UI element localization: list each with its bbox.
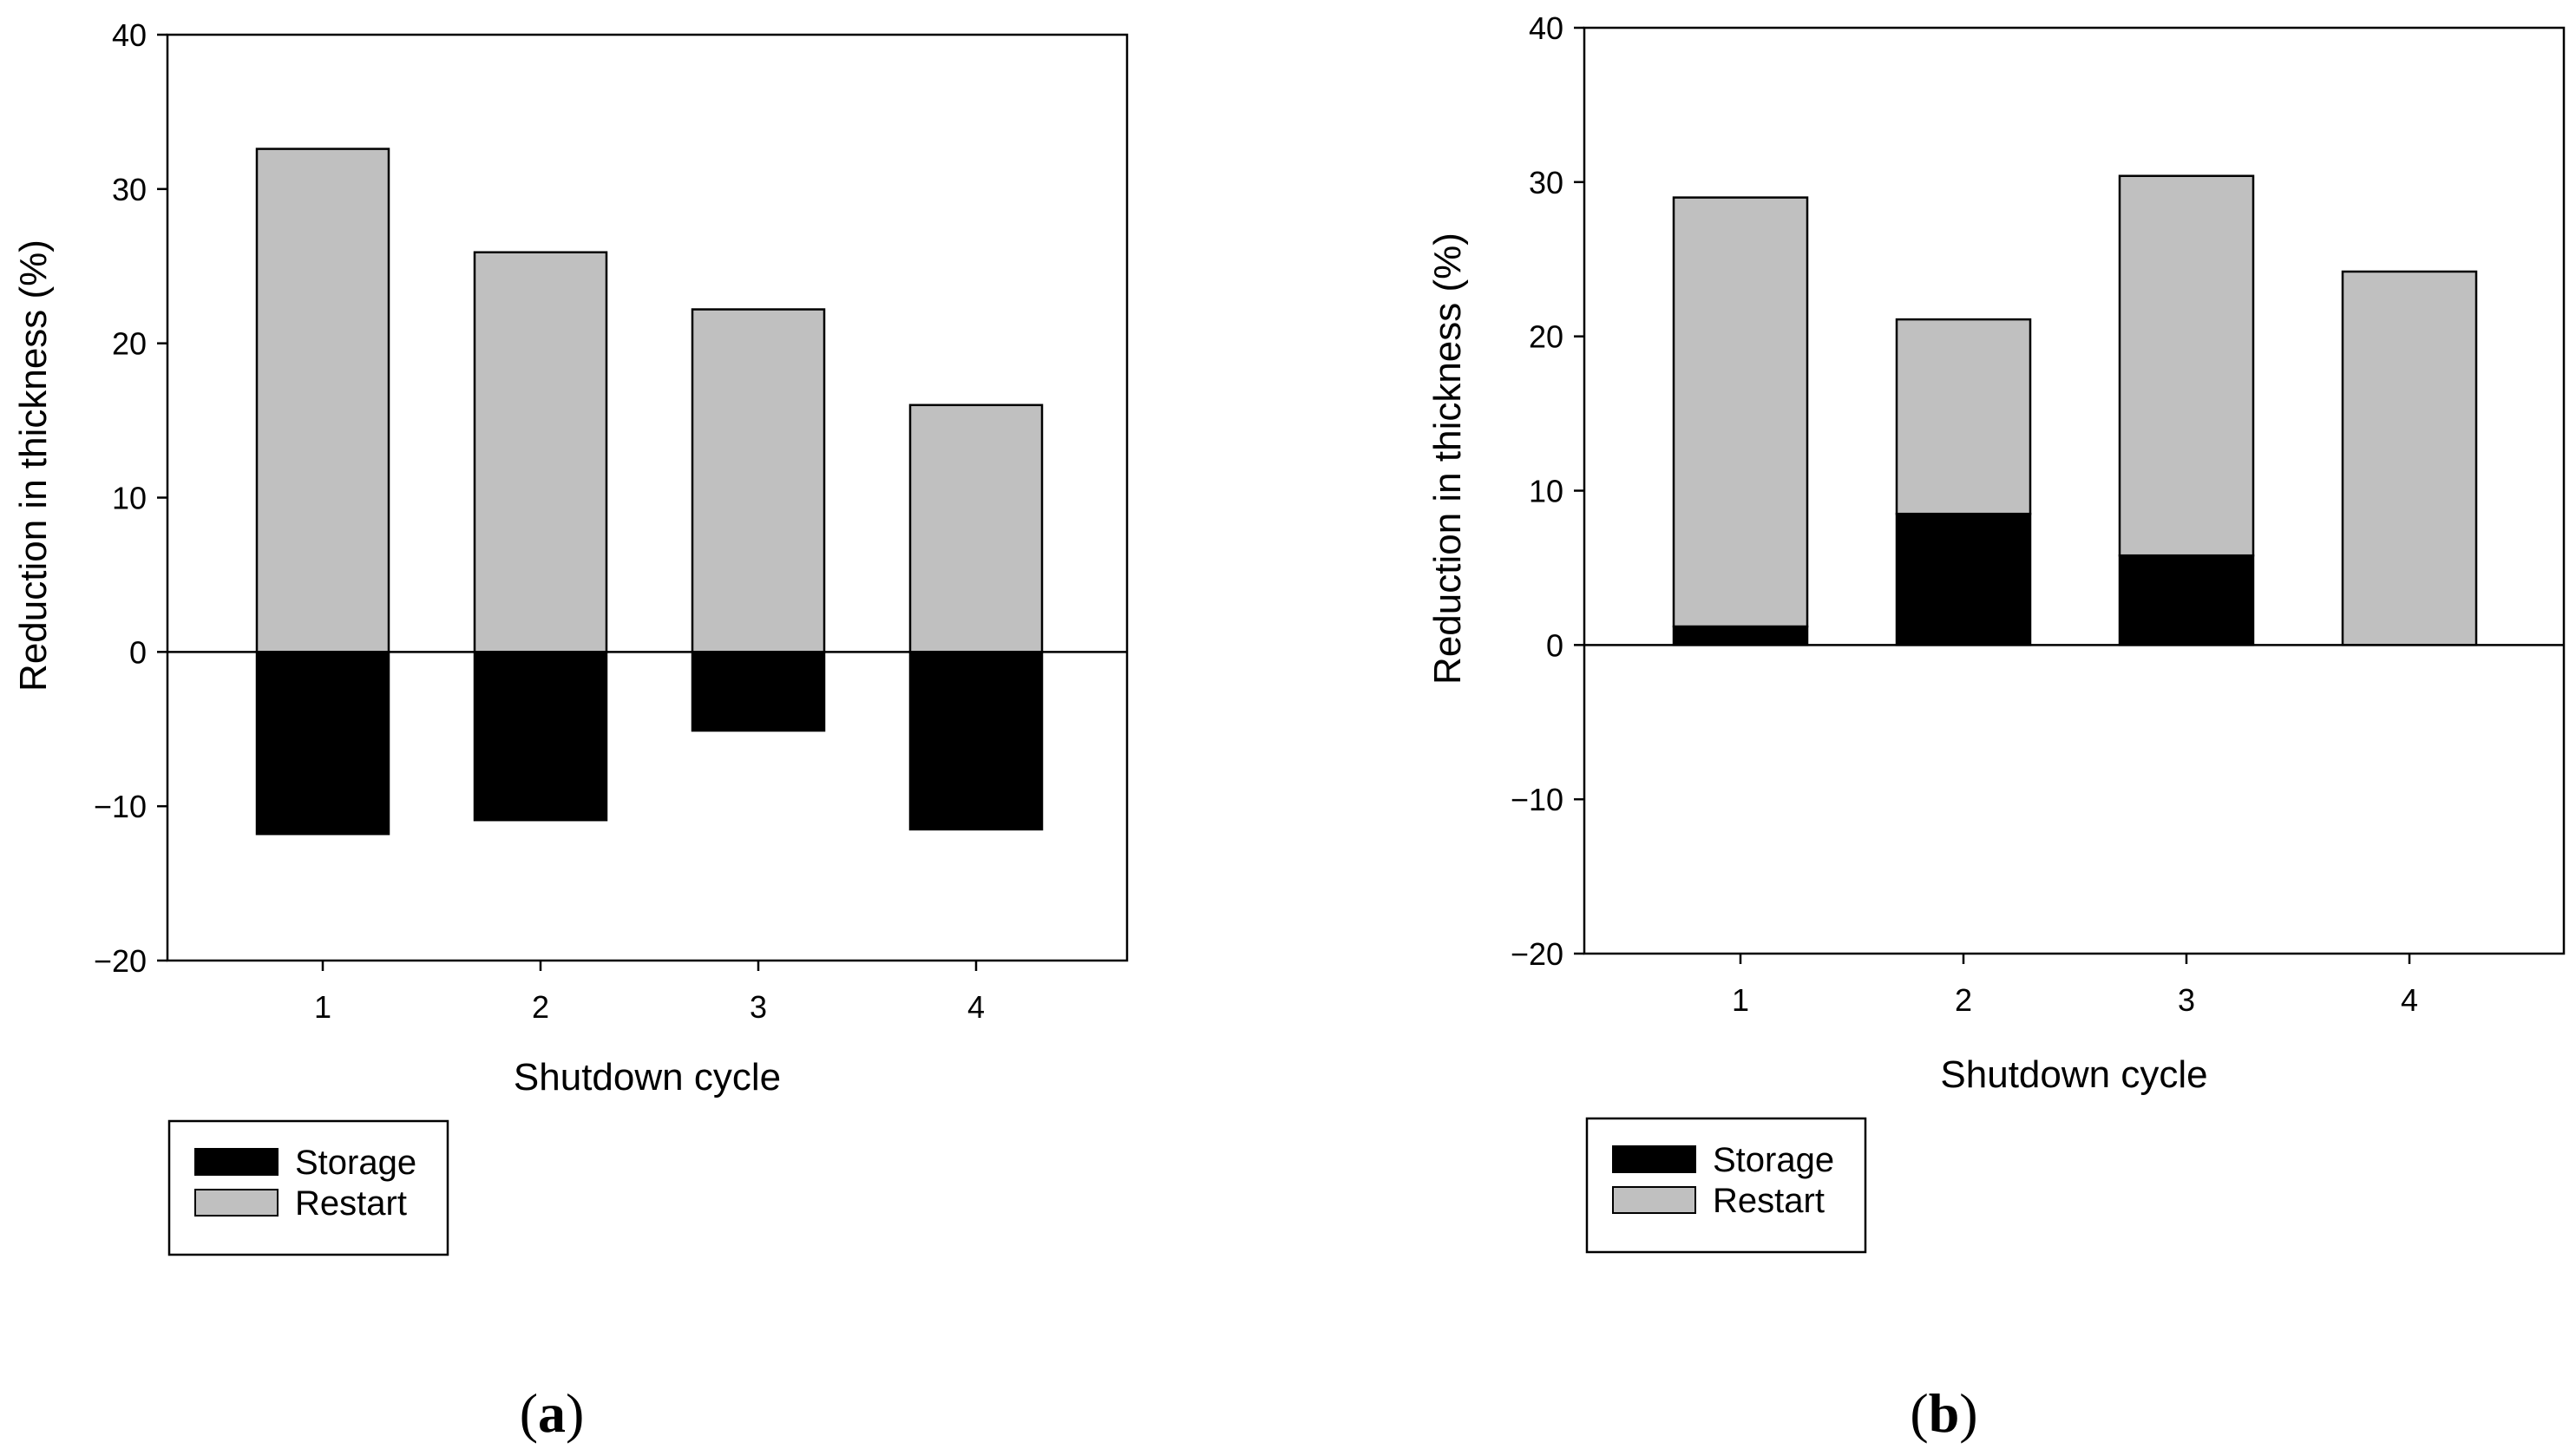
bar-restart-3 (2118, 174, 2255, 557)
bar-restart-4 (908, 403, 1044, 653)
legend-label-storage: Storage (295, 1144, 416, 1182)
bar-storage-3 (691, 651, 826, 732)
y-tick-label: −20 (94, 943, 147, 979)
bar-storage-4 (908, 651, 1044, 831)
panel-letter: a (538, 1382, 566, 1444)
bar-restart-4 (2341, 270, 2478, 646)
x-tick-label: 3 (750, 989, 767, 1025)
legend-label-storage: Storage (1713, 1141, 1834, 1179)
bar-storage-1 (1672, 625, 1809, 646)
legend-label-restart: Restart (1713, 1182, 1825, 1220)
bar-restart-1 (255, 148, 390, 653)
x-axis-label: Shutdown cycle (1940, 1053, 2207, 1096)
y-tick-label: 40 (112, 17, 147, 53)
bar-restart-2 (1895, 318, 2032, 515)
bar-storage-2 (1895, 512, 2032, 646)
x-tick-label: 2 (1955, 982, 1972, 1018)
bar-restart-3 (691, 308, 826, 653)
x-tick-label: 4 (967, 989, 985, 1025)
y-tick-label: −20 (1511, 936, 1563, 972)
bar-storage-3 (2118, 554, 2255, 646)
y-tick-label: 20 (112, 326, 147, 362)
x-tick-label: 2 (532, 989, 549, 1025)
y-tick-label: 10 (1529, 474, 1563, 509)
y-tick-label: 30 (112, 172, 147, 207)
x-axis-label: Shutdown cycle (514, 1056, 781, 1099)
legend-swatch-restart (194, 1189, 279, 1217)
y-tick-label: 30 (1529, 165, 1563, 200)
bar-storage-1 (255, 651, 390, 836)
legend-box (167, 1119, 449, 1256)
legend-label-restart: Restart (295, 1184, 407, 1223)
y-tick-label: 20 (1529, 319, 1563, 355)
x-tick-label: 3 (2178, 982, 2195, 1018)
y-tick-label: 10 (112, 481, 147, 516)
panel-a: −20 −10 0 10 20 30 40 1 2 3 4 Shutdown cycle Reducti… (12, 17, 1129, 1444)
bar-restart-1 (1672, 196, 1809, 628)
x-tick-label: 1 (314, 989, 331, 1025)
y-tick-label: 40 (1529, 10, 1563, 46)
legend-swatch-storage (1612, 1145, 1696, 1173)
y-tick-label: −10 (1511, 782, 1563, 817)
legend-swatch-restart (1612, 1186, 1696, 1214)
y-tick-label: 0 (129, 634, 147, 670)
panel-b: −20 −10 0 10 20 30 40 1 2 3 4 Shutdown cycle Reducti… (1426, 10, 2566, 1444)
x-tick-label: 1 (1732, 982, 1749, 1018)
y-axis-label: Reduction in thickness (%) (12, 239, 55, 692)
panel-label: (a) (520, 1382, 585, 1444)
panel-label: (b) (1910, 1382, 1977, 1444)
legend-box (1585, 1117, 1867, 1254)
bar-restart-2 (473, 251, 608, 653)
y-axis-label: Reduction in thickness (%) (1426, 233, 1469, 685)
y-tick-label: −10 (94, 789, 147, 824)
legend-swatch-storage (194, 1148, 279, 1176)
y-tick-label: 0 (1546, 627, 1563, 663)
x-tick-label: 4 (2401, 982, 2418, 1018)
panel-letter: b (1929, 1382, 1960, 1444)
bar-storage-2 (473, 651, 608, 822)
